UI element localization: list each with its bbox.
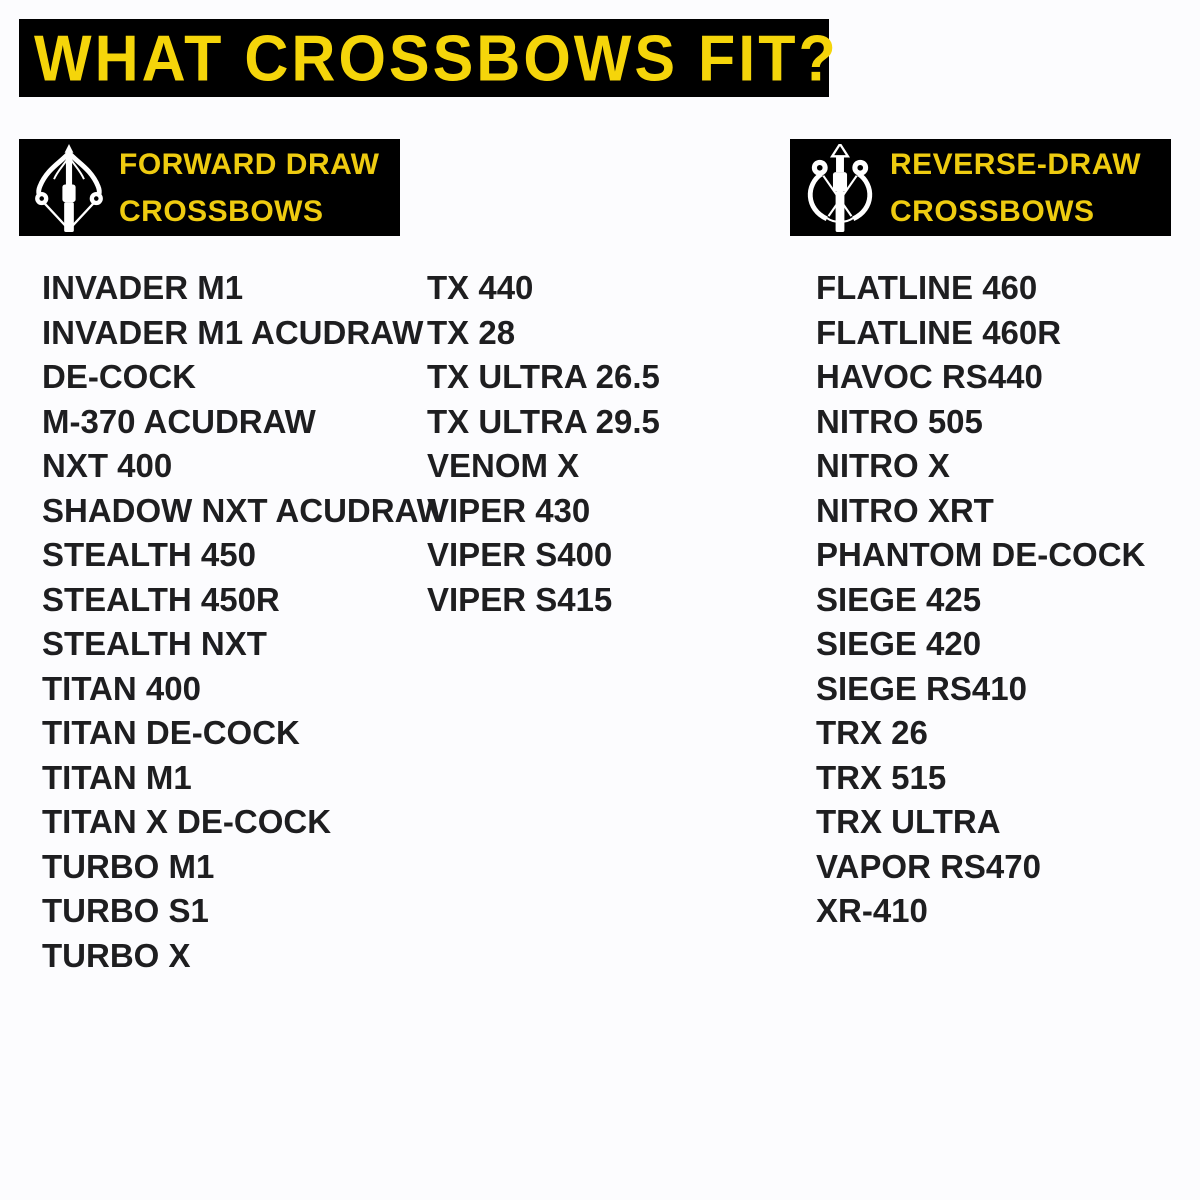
list-item: TURBO S1 [42,892,209,929]
list-item: SHADOW NXT ACUDRAW [42,491,448,529]
list-item: FLATLINE 460 [816,269,1038,306]
reverse-draw-header: REVERSE-DRAW CROSSBOWS [790,139,1171,236]
list-item: SIEGE 420 [816,625,982,662]
list-item: VAPOR RS470 [816,847,1041,885]
list-item: TX ULTRA 29.5 [427,402,660,440]
list-item: FLATLINE 460R [816,313,1062,351]
list-item: VIPER S400 [427,536,613,573]
list-item: VIPER S415 [427,580,613,618]
reverse-draw-header-line2: CROSSBOWS [890,194,1095,228]
reverse-draw-list-column: FLATLINE 460 FLATLINE 460R HAVOC RS440 NITR… [816,266,1145,934]
reverse-draw-crossbow-icon [790,139,890,236]
forward-draw-header: FORWARD DRAW CROSSBOWS [19,139,400,236]
list-item: VIPER 430 [427,491,591,529]
title-banner: WHAT CROSSBOWS FIT? [19,19,836,97]
list-item: TRX 515 [816,758,947,796]
forward-draw-header-line1: FORWARD DRAW [119,147,380,181]
list-item: TURBO M1 [42,847,215,885]
list-item: NITRO 505 [816,402,983,440]
list-item: HAVOC RS440 [816,358,1043,395]
list-item: M-370 ACUDRAW [42,402,316,440]
reverse-draw-header-line1: REVERSE-DRAW [890,147,1142,181]
list-item: TITAN DE-COCK [42,714,300,751]
forward-draw-list-column-2: TX 440 TX 28 TX ULTRA 26.5 TX ULTRA 29.5 VEN… [427,266,660,622]
list-item: NITRO X [816,447,950,484]
list-item: INVADER M1 ACUDRAW [42,313,424,351]
forward-draw-header-line2: CROSSBOWS [119,194,324,228]
list-item: INVADER M1 [42,269,244,306]
list-item: TX ULTRA 26.5 [427,358,660,395]
page-title: WHAT CROSSBOWS FIT? [34,21,839,95]
list-item: VENOM X [427,447,580,484]
list-item: TITAN 400 [42,669,201,707]
forward-draw-crossbow-icon [19,139,119,236]
list-item: XR-410 [816,892,928,929]
list-item: SIEGE RS410 [816,669,1027,707]
list-item: STEALTH NXT [42,625,267,662]
list-item: NXT 400 [42,447,173,484]
list-item: SIEGE 425 [816,580,982,618]
reverse-draw-header-text: REVERSE-DRAW CROSSBOWS [890,141,1141,235]
list-item: TITAN M1 [42,758,192,796]
list-item: DE-COCK [42,358,196,395]
list-item: NITRO XRT [816,491,994,529]
forward-draw-list-column-1: INVADER M1 INVADER M1 ACUDRAW DE-COCK M-370… [42,266,448,978]
list-item: TX 28 [427,313,516,351]
forward-draw-header-text: FORWARD DRAW CROSSBOWS [119,141,379,235]
list-item: TRX 26 [816,714,928,751]
list-item: TURBO X [42,936,191,974]
list-item: STEALTH 450 [42,536,256,573]
list-item: TITAN X DE-COCK [42,803,332,840]
list-item: TRX ULTRA [816,803,1001,840]
list-item: STEALTH 450R [42,580,280,618]
list-item: TX 440 [427,269,534,306]
list-item: PHANTOM DE-COCK [816,536,1146,573]
